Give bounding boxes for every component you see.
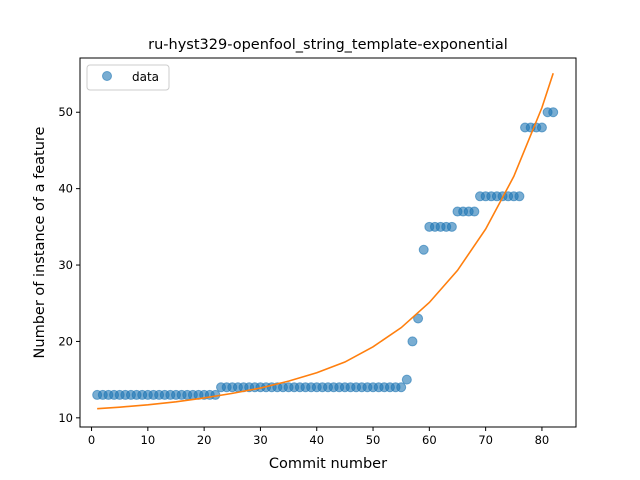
data-point <box>548 107 559 118</box>
y-tick-label: 50 <box>58 105 73 119</box>
fit-curve-line <box>97 73 554 410</box>
x-tick-label: 0 <box>88 433 95 447</box>
y-tick-label: 10 <box>58 411 73 425</box>
x-tick-label: 40 <box>309 433 324 447</box>
x-tick-label: 60 <box>422 433 437 447</box>
data-point <box>413 313 424 324</box>
axes-frame <box>79 57 577 428</box>
plot-area <box>92 73 559 410</box>
x-tick-label: 10 <box>141 433 156 447</box>
data-point <box>401 374 412 385</box>
y-tick-label: 40 <box>58 182 73 196</box>
legend: data <box>86 64 170 91</box>
data-point <box>446 221 457 232</box>
x-axis-label: Commit number <box>269 456 387 472</box>
y-axis-ticks: 10 20 30 40 50 <box>58 105 80 425</box>
data-point <box>407 336 418 347</box>
data-point <box>469 206 480 217</box>
x-tick-label: 70 <box>478 433 493 447</box>
y-axis-label: Number of instance of a feature <box>32 126 48 358</box>
data-point <box>536 122 547 133</box>
x-axis-ticks: 0 10 20 30 40 50 60 70 80 <box>88 427 549 447</box>
x-tick-label: 50 <box>366 433 381 447</box>
legend-label-data: data <box>132 70 159 84</box>
legend-marker-data <box>102 71 112 81</box>
y-tick-label: 30 <box>58 258 73 272</box>
data-point <box>396 382 407 393</box>
chart-title: ru-hyst329-openfool_string_template-expo… <box>148 37 508 53</box>
x-tick-label: 20 <box>197 433 212 447</box>
y-tick-label: 20 <box>58 334 73 348</box>
data-point <box>418 244 429 255</box>
x-tick-label: 30 <box>253 433 268 447</box>
data-point <box>514 191 525 202</box>
x-tick-label: 80 <box>535 433 550 447</box>
